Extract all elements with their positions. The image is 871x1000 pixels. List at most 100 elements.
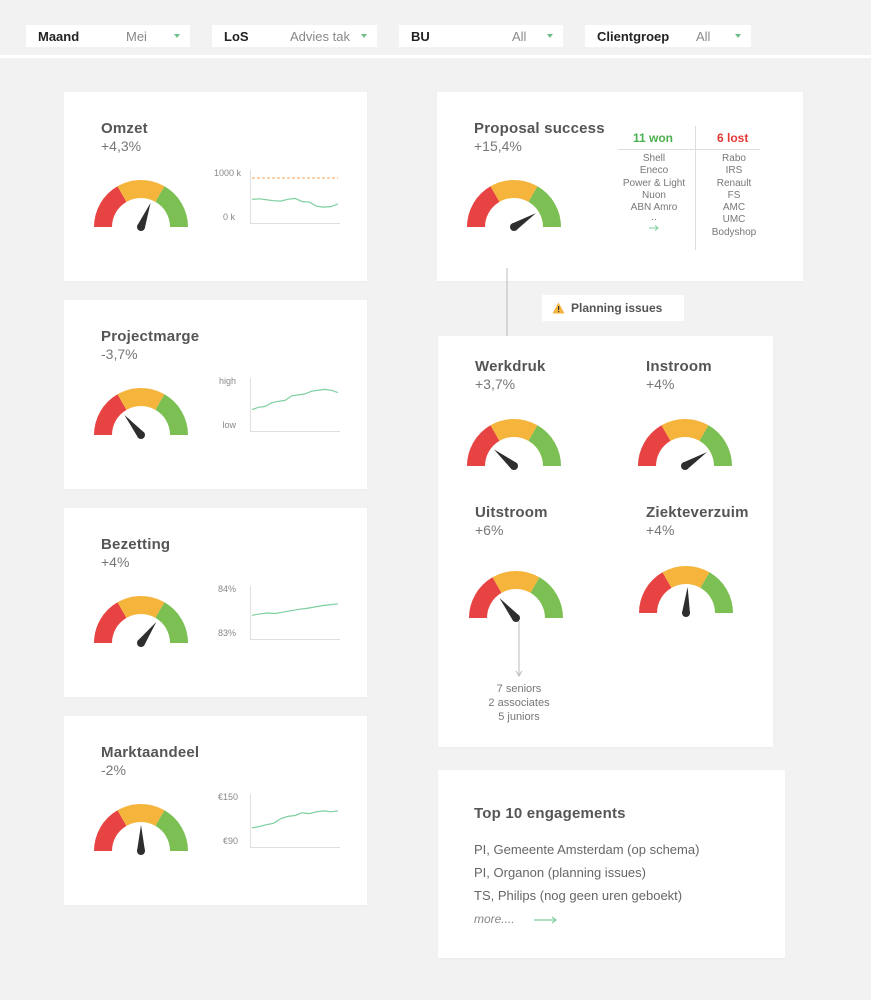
gauge-segment-orange: [117, 388, 165, 410]
gauge-hub: [137, 223, 145, 231]
spark-axis: [250, 794, 340, 848]
kpi-title: Uitstroom: [475, 504, 548, 521]
gauge-segment-green: [530, 577, 563, 618]
kpi-card-bezetting[interactable]: Bezetting +4% 84% 83%: [64, 508, 367, 697]
list-item: Nuon: [642, 189, 666, 201]
filter-los[interactable]: LoS Advies tak: [212, 25, 377, 47]
engagement-item[interactable]: PI, Organon (planning issues): [474, 865, 646, 880]
kpi-title: Bezetting: [101, 536, 171, 553]
chevron-down-icon: [735, 34, 741, 38]
spark-line: [251, 197, 339, 208]
filter-maand[interactable]: Maand Mei: [26, 25, 190, 47]
list-item: Eneco: [639, 165, 669, 177]
gauge-needle: [682, 587, 690, 614]
kpi-card-projectmarge[interactable]: Projectmarge -3,7% high low: [64, 300, 367, 489]
gauge: [94, 388, 188, 439]
more-link[interactable]: more....: [474, 912, 515, 926]
chevron-down-icon: [174, 34, 180, 38]
axis-top-label: 1000 k: [213, 168, 241, 178]
filter-value: All: [512, 28, 527, 44]
gauge-segment-orange: [490, 180, 538, 202]
axis-top-label: 84%: [217, 584, 236, 594]
sparkline-chart: [250, 794, 340, 848]
gauge-hub: [682, 609, 690, 617]
kpi-title: Ziekteverzuim: [646, 504, 749, 521]
gauge-segment-orange: [490, 419, 538, 441]
gauge-segment-green: [155, 186, 188, 227]
gauge-segment-green: [700, 572, 733, 613]
gauge-segment-orange: [117, 804, 165, 826]
axis-top-label: €150: [217, 792, 238, 802]
filter-label: Maand: [38, 28, 80, 44]
filter-value: All: [696, 28, 711, 44]
list-item: AMC: [722, 202, 746, 214]
kpi-card-marktaandeel[interactable]: Marktaandeel -2% €150 €90: [64, 716, 367, 905]
people-card[interactable]: Werkdruk +3,7% Instroom +4% Uitstroom +6…: [438, 336, 773, 747]
kpi-title: Werkdruk: [475, 358, 546, 375]
gauge-segment-orange: [117, 180, 165, 202]
chevron-down-icon: [547, 34, 553, 38]
filter-clientgroep[interactable]: Clientgroep All: [585, 25, 751, 47]
planning-issues-badge[interactable]: Planning issues: [542, 295, 684, 321]
list-item: UMC: [722, 214, 746, 226]
gauge: [639, 566, 733, 617]
gauge-segment-green: [528, 425, 561, 466]
gauge-segment-red: [94, 602, 127, 643]
kpi-delta: +3,7%: [475, 376, 516, 392]
gauge-segment-red: [638, 425, 671, 466]
spark-axis: [250, 378, 340, 432]
gauge: [467, 180, 561, 231]
gauge-segment-red: [639, 572, 672, 613]
kpi-delta: +4%: [646, 376, 675, 392]
kpi-delta: +6%: [475, 522, 504, 538]
kpi-card-omzet[interactable]: Omzet +4,3% 1000 k 0 k: [64, 92, 367, 281]
arrow-right-icon[interactable]: [647, 224, 661, 232]
filter-label: Clientgroep: [597, 28, 670, 44]
sparkline-chart: [250, 378, 340, 432]
filter-label: BU: [411, 28, 430, 44]
list-item: Power & Light: [622, 177, 686, 189]
filter-value: Advies tak: [290, 28, 350, 44]
gauge: [469, 571, 563, 622]
gauge-hub: [137, 639, 145, 647]
sparkline-chart: [250, 586, 340, 640]
kpi-title: Omzet: [101, 120, 148, 137]
list-item: 5 juniors: [498, 711, 540, 723]
gauge-hub: [137, 431, 145, 439]
list-item: 2 associates: [488, 697, 550, 709]
filter-bu[interactable]: BU All: [399, 25, 563, 47]
list-item: Bodyshop: [711, 226, 757, 238]
kpi-delta: +4,3%: [101, 138, 142, 154]
list-item: ABN Amro: [630, 202, 678, 214]
axis-bottom-label: 83%: [217, 628, 236, 638]
sparkline-chart: [250, 170, 340, 224]
gauge-segment-red: [94, 810, 127, 851]
spark-axis: [250, 586, 340, 640]
gauge-segment-green: [699, 425, 732, 466]
arrow-right-icon[interactable]: [532, 915, 560, 925]
gauge-segment-green: [155, 394, 188, 435]
kpi-title: Marktaandeel: [101, 744, 200, 761]
list-item: 7 seniors: [496, 683, 542, 695]
engagements-title: Top 10 engagements: [474, 805, 626, 822]
gauge-hub: [512, 614, 520, 622]
proposal-success-card[interactable]: Proposal success +15,4% 11 won 6 lost Sh…: [437, 92, 803, 281]
gauge-segment-red: [467, 425, 500, 466]
axis-bottom-label: €90: [222, 836, 238, 846]
filter-bar: Maand Mei LoS Advies tak BU All Clientgr…: [0, 0, 871, 58]
engagement-item[interactable]: PI, Gemeente Amsterdam (op schema): [474, 842, 700, 857]
gauge-segment-red: [469, 577, 502, 618]
kpi-delta: +4%: [646, 522, 675, 538]
won-header: 11 won: [633, 131, 674, 145]
list-item: IRS: [725, 165, 743, 177]
kpi-title: Projectmarge: [101, 328, 200, 345]
kpi-title: Instroom: [646, 358, 712, 375]
engagement-item[interactable]: TS, Philips (nog geen uren geboekt): [474, 888, 683, 903]
gauge-segment-green: [155, 810, 188, 851]
gauge-hub: [510, 223, 518, 231]
gauge: [94, 596, 188, 647]
divider: [695, 126, 696, 250]
engagements-card[interactable]: Top 10 engagements PI, Gemeente Amsterda…: [438, 770, 785, 958]
gauge: [94, 180, 188, 231]
kpi-delta: -3,7%: [101, 346, 138, 362]
